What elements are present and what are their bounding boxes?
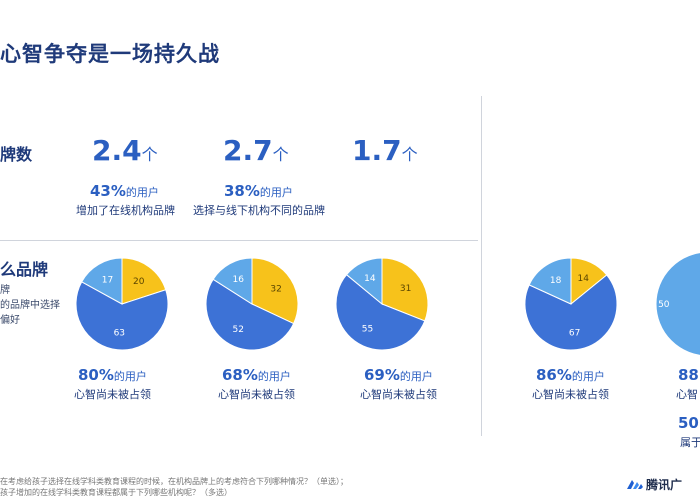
pie-slice-light	[81, 257, 123, 305]
pie-caption: 心智尚未被占领	[532, 388, 609, 401]
pie-caption: 心智尚未被占领	[360, 388, 437, 401]
brand-count-value: 2.4个	[92, 134, 158, 167]
user-percent: 38%的用户	[224, 182, 293, 200]
footnote-2: 孩子增加的在线学科类教育课程都属于下列哪些机构呢？（多选）	[0, 488, 232, 497]
pie-slice-label: 14	[364, 274, 376, 284]
pie-caption: 心智尚未被占领	[74, 388, 151, 401]
pie-caption-percent: 88	[678, 366, 699, 384]
brand-count-value: 2.7个	[223, 134, 289, 167]
pie-slice-light	[655, 252, 700, 356]
pie-slice-label: 20	[133, 277, 145, 287]
tag-old-customer-new: 老客新增	[95, 101, 148, 116]
pie-slice-label: 14	[578, 274, 590, 284]
pie-slice-yellow	[381, 257, 429, 322]
tencent-logo-icon	[627, 480, 643, 489]
pie-slice-yellow	[121, 257, 167, 305]
pie-slice-label: 17	[102, 275, 113, 285]
row-label-brand-count: 牌数	[0, 145, 33, 164]
pie-slice-blue	[205, 278, 295, 351]
pie-slice-yellow	[251, 257, 299, 325]
tag-non-category-partial: 非品	[671, 101, 698, 116]
pie-caption: 心智	[676, 388, 698, 401]
pie-slice-blue	[335, 273, 426, 351]
row-sub-2: 的品牌中选择	[0, 300, 60, 311]
tag-non-category-inflow: 非品类流入	[350, 101, 416, 116]
brand-count-value: 1.7个	[352, 134, 418, 167]
pie-slice-label: 18	[550, 276, 562, 286]
pie-slice-blue	[75, 281, 169, 351]
extra-caption: 属于	[680, 436, 700, 449]
row-sub-3: 偏好	[0, 315, 20, 326]
pie-caption-percent: 86%的用户	[536, 366, 605, 384]
user-percent-desc: 增加了在线机构品牌	[76, 204, 175, 217]
pie-slice-light	[345, 257, 383, 306]
pie-slice-label: 55	[362, 325, 373, 335]
divider-vertical	[481, 96, 482, 436]
brand-logo-text: 腾讯广	[646, 478, 683, 492]
pie-slice-label: 63	[114, 328, 125, 338]
pie-slice-light	[528, 257, 572, 305]
user-percent: 43%的用户	[90, 182, 159, 200]
pie-slice-label: 32	[270, 285, 281, 295]
extra-percent: 50	[678, 414, 699, 432]
pie-caption-percent: 69%的用户	[364, 366, 433, 384]
pie-slice-label: 52	[233, 325, 244, 335]
pie-slice-light	[212, 257, 253, 305]
page-title: 心智争夺是一场持久战	[0, 42, 220, 66]
tag-offline-inflow: 线下流入	[224, 101, 277, 116]
pie-caption: 心智尚未被占领	[218, 388, 295, 401]
pie-slice-label: 31	[400, 284, 411, 294]
pie-slice-label: 67	[569, 328, 580, 338]
row-sub-1: 牌	[0, 285, 10, 296]
pie-slice-label: 50	[658, 300, 670, 310]
row-label-which-brand: 么品牌	[0, 260, 49, 279]
pie-caption-percent: 68%的用户	[222, 366, 291, 384]
pie-caption-percent: 80%的用户	[78, 366, 147, 384]
tag-pure-offline-prospects: 纯线下潜客	[534, 101, 600, 116]
pie-slice-label: 16	[233, 275, 245, 285]
footnote-1: 在考虑给孩子选择在线学科类教育课程的时候，在机构品牌上的考虑符合下列哪种情况？（…	[0, 477, 348, 486]
divider-horizontal	[0, 240, 478, 241]
user-percent-desc: 选择与线下机构不同的品牌	[193, 204, 325, 217]
